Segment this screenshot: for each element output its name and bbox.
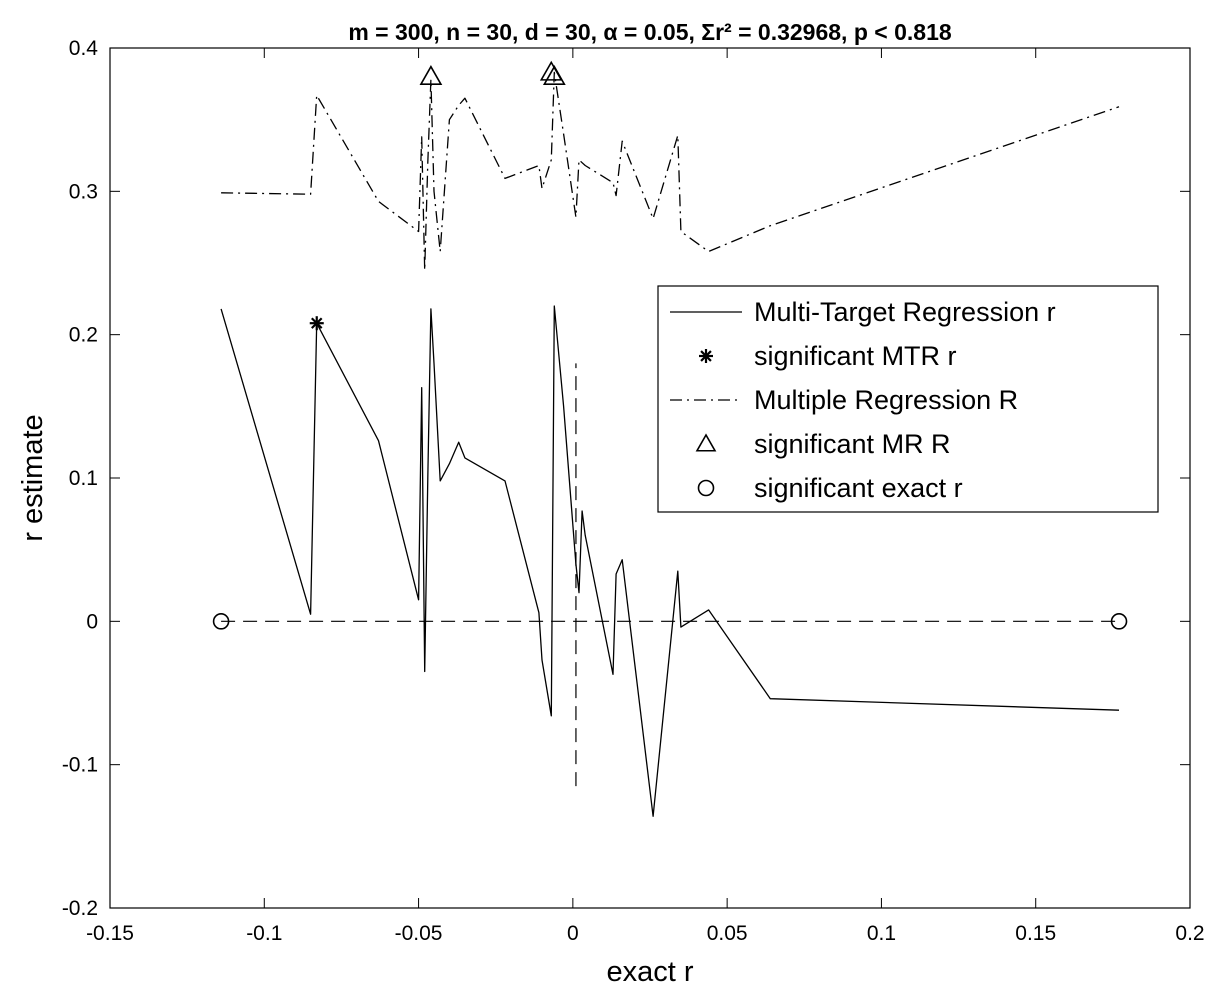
mtr-line <box>220 305 1120 817</box>
x-tick-label: 0.15 <box>1015 922 1056 945</box>
y-tick-label: 0 <box>86 610 98 633</box>
y-tick-label: 0.2 <box>69 324 98 347</box>
x-tick-label: 0.2 <box>1175 922 1204 945</box>
mr-significant-point <box>419 65 443 85</box>
legend-triangle-icon <box>695 433 717 452</box>
mtr-significant-point <box>309 316 324 331</box>
legend-asterisk-icon <box>699 349 713 363</box>
exact-significant-point <box>212 613 230 630</box>
legend-label: significant exact r <box>754 473 963 503</box>
x-tick-label: 0.05 <box>707 922 748 945</box>
legend-circle-icon <box>697 479 715 497</box>
x-tick-label: -0.1 <box>246 922 282 945</box>
series-dashdot <box>221 71 1120 271</box>
legend-label: significant MR R <box>754 429 951 459</box>
y-tick-label: -0.1 <box>62 754 98 777</box>
mr-significant-point <box>542 65 566 85</box>
x-tick-label: 0.1 <box>867 922 896 945</box>
legend-box <box>657 285 1159 513</box>
legend-entry: significant MTR r <box>699 341 957 371</box>
series-solid <box>220 305 1120 817</box>
y-tick-label: 0.3 <box>69 180 98 203</box>
y-tick-label: 0.4 <box>69 37 99 60</box>
y-axis-label: r estimate <box>17 414 49 541</box>
legend-entry: significant exact r <box>697 473 963 503</box>
legend-label: Multiple Regression R <box>754 385 1018 415</box>
exact-significant-point <box>1110 613 1128 630</box>
plot-area: -0.15 -0.1 -0.05 0 0.05 0.1 0.15 0.2 -0.2 -0.1 0 0.… <box>62 37 1205 945</box>
legend: Multi-Target Regression r significant MTR… <box>657 285 1159 513</box>
x-tick-label: -0.15 <box>86 922 134 945</box>
x-tick-label: -0.05 <box>395 922 443 945</box>
legend-label: Multi-Target Regression r <box>754 297 1056 327</box>
x-axis-label: exact r <box>606 956 693 988</box>
legend-entry: Multiple Regression R <box>670 385 1018 415</box>
y-tick-label: -0.2 <box>62 897 98 920</box>
legend-entry: significant MR R <box>695 429 951 459</box>
series-circle <box>212 613 1128 630</box>
chart-title: m = 300, n = 30, d = 30, α = 0.05, Σr² =… <box>348 19 952 45</box>
legend-label: significant MTR r <box>754 341 957 371</box>
x-tick-label: 0 <box>567 922 579 945</box>
series-asterisk <box>309 316 324 331</box>
y-tick-label: 0.1 <box>69 467 98 490</box>
legend-entry: Multi-Target Regression r <box>670 297 1056 327</box>
mr-line <box>221 71 1120 271</box>
series-triangle <box>419 60 566 85</box>
